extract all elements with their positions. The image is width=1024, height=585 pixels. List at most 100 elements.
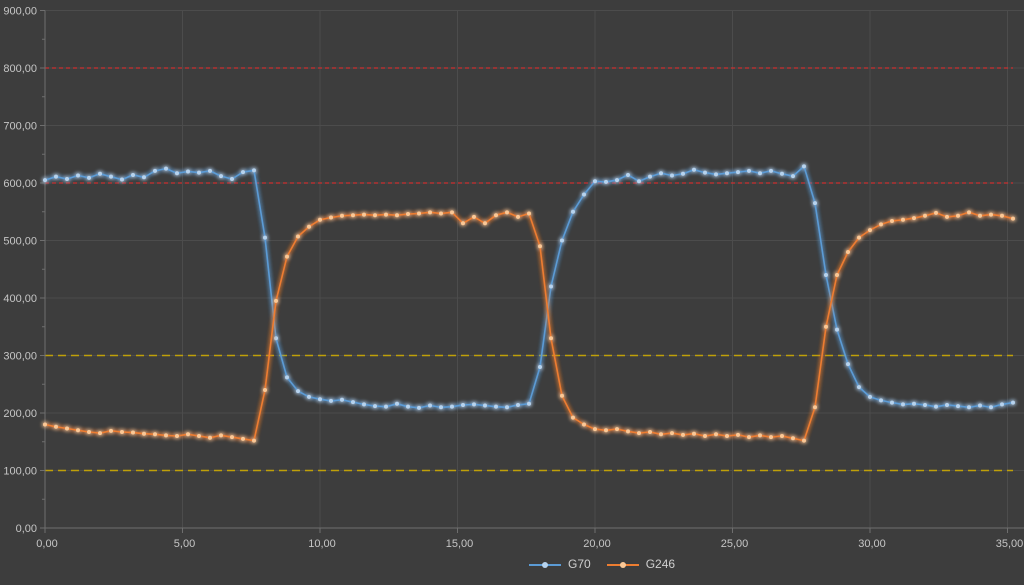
g70-data-point [516, 402, 520, 407]
g70-legend-dot [542, 561, 548, 568]
g246-data-point [604, 428, 608, 433]
g246-data-point [197, 434, 201, 438]
g246-legend-marker [606, 560, 639, 569]
g246-data-point [967, 210, 971, 215]
g70-data-point [901, 402, 905, 407]
g70-data-point [626, 172, 630, 177]
y-axis-label: 900,00 [3, 6, 37, 18]
g246-data-point [824, 324, 828, 329]
g70-data-point [406, 404, 410, 409]
g246-data-point [428, 210, 432, 215]
g70-data-point [912, 401, 916, 406]
g70-data-point [439, 405, 443, 410]
g70-data-point [362, 402, 366, 407]
g70-data-point [604, 179, 608, 184]
x-axis-label: 35,00 [996, 538, 1024, 550]
g70-data-point [527, 401, 531, 406]
g246-data-point [362, 212, 366, 217]
g246-data-point [692, 431, 696, 436]
x-axis-label: 20,00 [583, 538, 611, 550]
g70-data-point [417, 405, 421, 410]
g246-data-point [87, 429, 91, 434]
g70-data-point [846, 362, 850, 367]
g246-data-point [307, 224, 311, 229]
g246-data-point [769, 435, 773, 440]
axis-labels-layer: 0,00 100,00 200,00 300,00 400,00 500,00 600,00… [3, 6, 1023, 551]
series-layer [43, 164, 1015, 443]
g70-data-point [978, 403, 982, 408]
g70-data-point [582, 192, 586, 197]
g246-data-point [296, 234, 300, 239]
g70-data-point [637, 179, 641, 184]
g70-data-point [813, 201, 817, 206]
g246-data-point [890, 218, 894, 223]
g70-data-point [824, 273, 828, 277]
g70-data-point [989, 405, 993, 410]
g246-data-point [208, 435, 212, 440]
g70-data-point [340, 397, 344, 402]
g246-data-point [384, 212, 388, 217]
g246-data-point [318, 217, 322, 222]
g246-data-point [549, 336, 553, 341]
g246-data-point [252, 438, 256, 443]
y-axis-label: 100,00 [3, 466, 37, 478]
g70-data-point [648, 174, 652, 179]
g70-data-point [450, 404, 454, 409]
g70-data-point [230, 176, 234, 181]
g70-data-point [263, 235, 267, 240]
g70-data-point [593, 179, 597, 184]
g70-data-point [241, 170, 245, 175]
g246-data-point [241, 436, 245, 441]
g246-data-point [263, 388, 267, 392]
legend-item-g246[interactable]: G246 [606, 558, 675, 570]
g70-data-point [802, 164, 806, 169]
g246-data-point [120, 429, 124, 434]
g246-data-point [648, 429, 652, 434]
g70-series-line [44, 165, 1014, 409]
g70-data-point [835, 327, 839, 332]
g246-data-point [978, 213, 982, 218]
g70-data-point [153, 168, 157, 173]
g70-data-point [274, 336, 278, 341]
x-axis-label: 5,00 [174, 538, 195, 550]
g246-data-point [813, 405, 817, 410]
g70-data-point [131, 172, 135, 177]
g70-data-point [120, 177, 124, 182]
g246-data-point [626, 429, 630, 434]
g246-data-point [527, 211, 531, 216]
g70-data-point [219, 174, 223, 179]
g246-data-point [725, 434, 729, 438]
g246-data-point [230, 435, 234, 440]
g246-data-point [879, 222, 883, 227]
g70-data-point [659, 171, 663, 176]
g246-data-point [659, 432, 663, 437]
g246-data-point [65, 426, 69, 431]
g246-data-point [780, 434, 784, 438]
g246-data-point [846, 250, 850, 254]
g246-data-point [285, 254, 289, 259]
g246-data-point [351, 213, 355, 218]
g70-data-point [571, 209, 575, 214]
reference-lines-layer [45, 67, 1013, 472]
g246-data-point [472, 214, 476, 219]
g246-data-point [681, 432, 685, 437]
g246-data-point [274, 298, 278, 303]
y-axis-label: 700,00 [3, 121, 37, 133]
g246-data-point [373, 213, 377, 218]
g246-data-point [329, 215, 333, 220]
g246-data-point [989, 212, 993, 217]
x-axis-label: 30,00 [858, 538, 886, 550]
g246-data-point [395, 213, 399, 218]
x-axis-label: 0,00 [36, 538, 57, 550]
g246-data-point [703, 434, 707, 438]
y-axis-label: 800,00 [3, 63, 37, 75]
g246-data-point [505, 210, 509, 215]
g246-data-point [76, 428, 80, 433]
g70-data-point [879, 398, 883, 403]
g70-data-point [923, 402, 927, 407]
legend-item-g70[interactable]: G70 [529, 558, 591, 570]
g246-data-point [406, 212, 410, 217]
g246-data-point [516, 214, 520, 219]
